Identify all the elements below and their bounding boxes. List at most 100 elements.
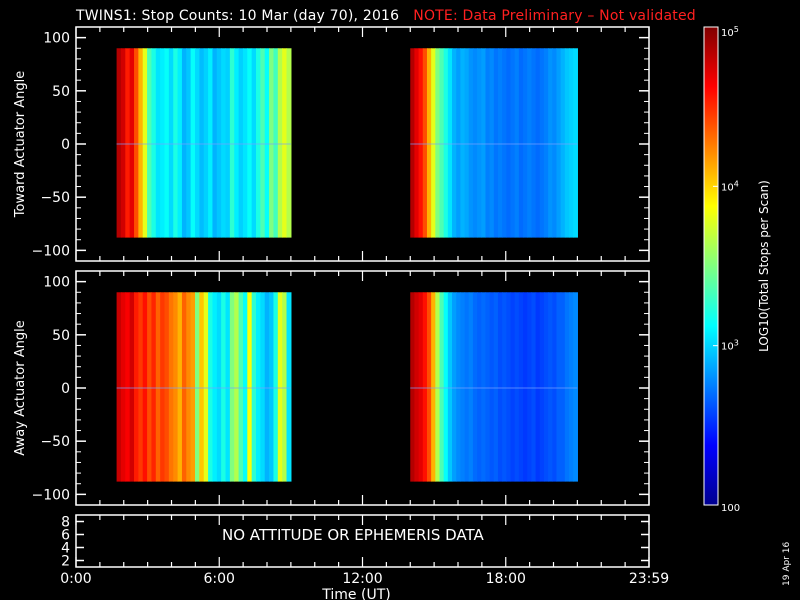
heatmap-column — [493, 48, 499, 238]
heatmap-column — [573, 48, 578, 238]
heatmap-column — [277, 48, 283, 238]
heatmap-column — [543, 48, 549, 238]
heatmap-column — [203, 48, 209, 238]
heatmap-column — [527, 48, 533, 238]
heatmap-column — [456, 48, 461, 238]
heatmap-column — [155, 292, 161, 482]
heatmap-column — [251, 48, 257, 238]
heatmap-column — [564, 48, 570, 238]
heatmap-column — [502, 48, 507, 238]
heatmap-column — [518, 292, 524, 482]
heatmap-column — [523, 48, 528, 238]
heatmap-column — [212, 48, 218, 238]
axes-frames — [75, 26, 719, 568]
heatmap-column — [260, 292, 266, 482]
heatmap-column — [129, 48, 135, 238]
heatmap-column — [247, 292, 253, 482]
heatmap-column — [238, 292, 244, 482]
heatmap-column — [410, 48, 416, 238]
heatmap-column — [120, 48, 126, 238]
heatmap-column — [177, 292, 183, 482]
heatmap-column — [502, 292, 507, 482]
y-tick-label: 0 — [61, 137, 70, 153]
heatmap-column — [468, 48, 474, 238]
heatmap-column — [234, 292, 240, 482]
heatmap-column — [225, 292, 231, 482]
heatmap-column — [190, 48, 196, 238]
heatmap-column — [485, 48, 491, 238]
y-tick-label: 100 — [43, 275, 70, 291]
heatmap-column — [418, 292, 424, 482]
colorbar — [704, 27, 718, 505]
heatmap-column — [168, 48, 174, 238]
heatmap-column — [543, 292, 549, 482]
heatmap-column — [531, 48, 537, 238]
heatmap-column — [264, 48, 270, 238]
heatmap-column — [181, 292, 187, 482]
heatmap-column — [234, 48, 240, 238]
heatmap-column — [422, 48, 428, 238]
heatmap-column — [216, 48, 222, 238]
heatmap-column — [260, 48, 266, 238]
y-tick-label: 0 — [61, 381, 70, 397]
heatmap-column — [251, 292, 257, 482]
heatmap-column — [460, 292, 466, 482]
heatmap-column — [229, 48, 235, 238]
heatmap-column — [481, 292, 487, 482]
heatmap-column — [431, 48, 436, 238]
heatmap-column — [426, 292, 432, 482]
heatmap-column — [569, 48, 574, 238]
heatmap-column — [497, 292, 503, 482]
heatmap-column — [485, 292, 491, 482]
x-tick-label: 6:00 — [204, 571, 235, 587]
heatmap-column — [447, 292, 453, 482]
colorbar-tick-label: 100 — [721, 503, 740, 514]
colorbar-tick-label: 103 — [721, 339, 739, 353]
heatmap-column — [208, 48, 214, 238]
axis-labels: 100 50 0 −50 −100 Toward Actuator Angle 100 50 0… — [13, 25, 771, 600]
heatmap-column — [195, 48, 200, 238]
heatmap-column — [443, 292, 449, 482]
heatmap-column — [273, 292, 279, 482]
heatmap-column — [426, 48, 432, 238]
heatmap-column — [447, 48, 453, 238]
heatmap-column — [556, 48, 562, 238]
heatmap-column — [481, 48, 487, 238]
heatmap-column — [514, 48, 520, 238]
heatmap-column — [173, 48, 179, 238]
heatmap-layer — [116, 27, 718, 505]
heatmap-column — [464, 48, 470, 238]
zero-angle-streak — [116, 143, 291, 145]
heatmap-column — [256, 48, 261, 238]
colorbar-tick-label: 105 — [721, 25, 739, 39]
heatmap-column — [190, 292, 196, 482]
heatmap-column — [552, 48, 558, 238]
heatmap-column — [539, 48, 545, 238]
heatmap-column — [510, 48, 516, 238]
heatmap-column — [238, 48, 244, 238]
heatmap-column — [282, 48, 288, 238]
heatmap-column — [506, 48, 512, 238]
heatmap-column — [120, 292, 126, 482]
colorbar-label: LOG10(Total Stops per Scan) — [757, 180, 771, 352]
x-tick-label: 18:00 — [486, 571, 526, 587]
heatmap-column — [548, 48, 553, 238]
heatmap-column — [173, 292, 179, 482]
heatmap-column — [472, 292, 478, 482]
heatmap-column — [556, 292, 562, 482]
chart-title: TWINS1: Stop Counts: 10 Mar (day 70), 20… — [76, 8, 696, 24]
heatmap-column — [414, 292, 420, 482]
heatmap-column — [203, 292, 209, 482]
x-axis-label: Time (UT) — [321, 587, 390, 600]
heatmap-column — [493, 292, 499, 482]
heatmap-column — [569, 292, 574, 482]
heatmap-column — [242, 292, 248, 482]
y-tick-label: −50 — [40, 434, 70, 450]
att-y-tick-label: 8 — [61, 515, 70, 531]
zero-angle-streak — [116, 387, 291, 389]
heatmap-column — [527, 292, 533, 482]
heatmap-column — [510, 292, 516, 482]
heatmap-column — [269, 292, 275, 482]
heatmap-column — [147, 48, 153, 238]
heatmap-column — [531, 292, 537, 482]
